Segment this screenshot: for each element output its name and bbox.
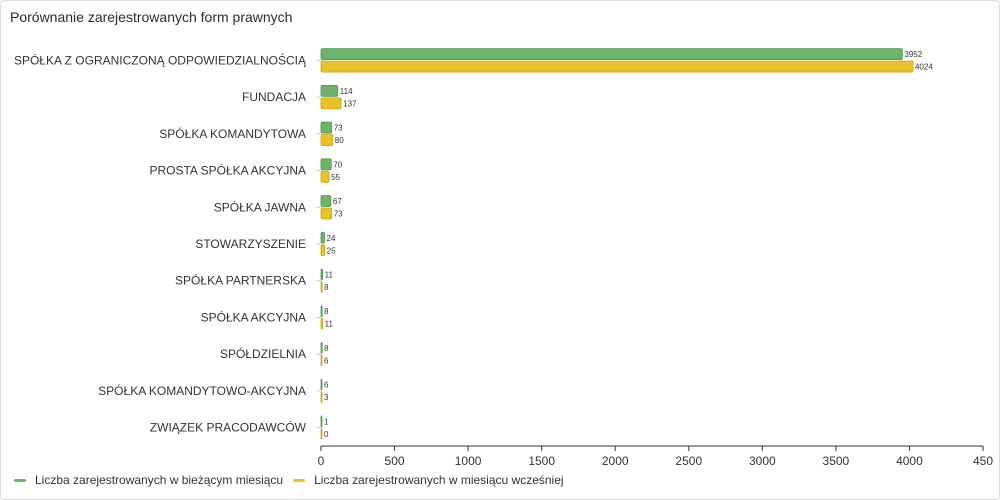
bar-current [320, 305, 323, 318]
x-tick-label: 3000 [749, 454, 776, 468]
legend-item-previous[interactable]: Liczba zarejestrowanych w miesiącu wcześ… [293, 473, 564, 487]
x-tick-label: 0 [318, 454, 325, 468]
x-tick-label: 4000 [896, 454, 923, 468]
data-label: 11 [325, 320, 334, 329]
bar-current [320, 231, 325, 244]
legend-swatch-previous [293, 478, 306, 482]
legend-item-current[interactable]: Liczba zarejestrowanych w bieżącym miesi… [14, 473, 283, 487]
category-label: PROSTA SPÓŁKA AKCYJNA [149, 163, 306, 178]
data-label: 67 [333, 197, 342, 206]
x-tick-label: 450 [973, 454, 993, 468]
bar-current [320, 268, 324, 281]
chart-title: Porównanie zarejestrowanych form prawnyc… [10, 9, 293, 25]
data-label: 137 [343, 99, 357, 108]
category-label: SPÓŁKA Z OGRANICZONĄ ODPOWIEDZIALNOŚCIĄ [14, 52, 307, 67]
category-label: SPÓŁKA JAWNA [214, 199, 306, 214]
bar-current [320, 415, 323, 428]
chart-legend: Liczba zarejestrowanych w bieżącym miesi… [14, 473, 574, 487]
bar-current [320, 158, 332, 171]
bar-current [320, 378, 323, 391]
category-label: SPÓŁKA KOMANDYTOWA [159, 126, 306, 141]
data-label: 8 [324, 344, 329, 353]
bar-previous [320, 391, 323, 404]
bar-current [320, 342, 323, 354]
bar-previous [320, 207, 333, 220]
bar-previous [320, 170, 330, 183]
data-label: 6 [324, 356, 329, 365]
bar-previous [320, 354, 323, 367]
category-label: FUNDACJA [242, 90, 306, 104]
data-label: 8 [324, 283, 329, 292]
data-label: 73 [334, 124, 343, 133]
data-label: 11 [325, 270, 334, 279]
data-label: 4024 [915, 63, 933, 72]
bar-previous [320, 97, 342, 110]
x-tick-label: 1000 [455, 454, 482, 468]
bar-previous [320, 134, 334, 146]
x-tick-label: 500 [385, 454, 405, 468]
data-label: 25 [327, 246, 336, 255]
bar-current [320, 48, 903, 61]
data-label: 3 [324, 393, 329, 402]
bar-previous [320, 281, 323, 293]
data-label: 114 [340, 87, 353, 96]
category-label: ZWIĄZEK PRACODAWCÓW [150, 420, 307, 435]
category-label: SPÓŁKA KOMANDYTOWO-AKCYJNA [98, 383, 306, 398]
bar-current [320, 121, 333, 134]
data-label: 3952 [904, 50, 922, 59]
data-label: 70 [333, 160, 342, 169]
bar-previous [320, 244, 326, 257]
x-tick-label: 2000 [602, 454, 629, 468]
x-tick-label: 2500 [675, 454, 702, 468]
data-label: 6 [324, 381, 329, 390]
legend-swatch-current [14, 478, 26, 482]
bar-current [320, 195, 332, 207]
data-label: 8 [324, 307, 329, 316]
bar-previous [320, 60, 914, 73]
x-tick-label: 1500 [528, 454, 555, 468]
data-label: 24 [327, 234, 336, 243]
data-label: 55 [331, 173, 340, 182]
data-label: 80 [335, 136, 344, 145]
legend-label-current: Liczba zarejestrowanych w bieżącym miesi… [35, 473, 284, 487]
bar-previous [320, 317, 324, 330]
legend-label-previous: Liczba zarejestrowanych w miesiącu wcześ… [314, 473, 564, 487]
category-label: STOWARZYSZENIE [195, 237, 306, 251]
category-label: SPÓŁKA AKCYJNA [201, 309, 306, 324]
bar-current [320, 84, 339, 97]
data-label: 73 [334, 210, 343, 219]
data-label: 1 [324, 417, 329, 426]
category-label: SPÓŁKA PARTNERSKA [175, 273, 306, 288]
bar-previous [320, 427, 323, 440]
data-label: 0 [324, 430, 329, 439]
category-label: SPÓŁDZIELNIA [220, 346, 306, 361]
x-tick-label: 3500 [823, 454, 850, 468]
